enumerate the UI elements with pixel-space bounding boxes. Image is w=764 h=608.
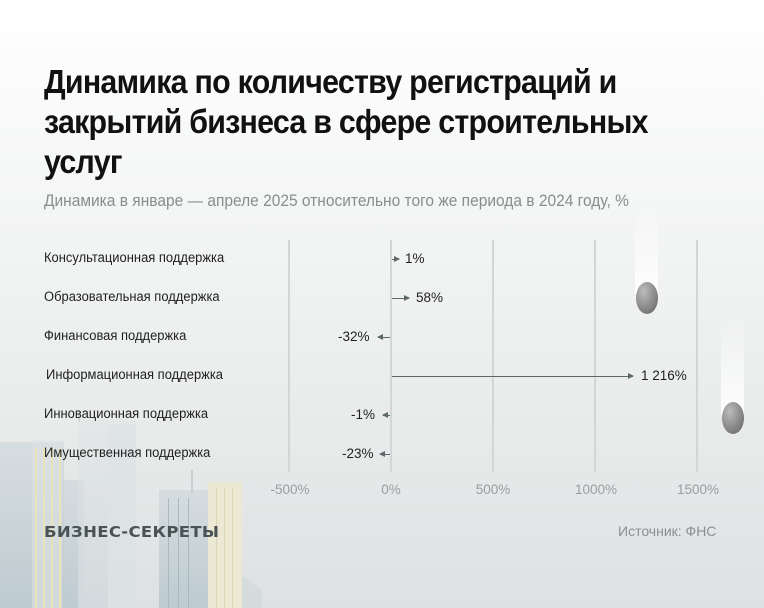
value-label: 1% [405,251,425,266]
value-label: -32% [338,329,370,344]
chart-title: Динамика по количеству регистраций и зак… [44,63,649,180]
arrow-left-icon [379,451,385,457]
category-label: Имущественная поддержка [44,445,211,460]
gridline-1500 [696,240,698,472]
x-tick-label: 0% [381,482,401,497]
gridline-500 [492,240,494,472]
category-label: Информационная поддержка [46,367,223,382]
value-label: 1 216% [641,368,687,383]
arrow-right-icon [404,295,410,301]
x-tick-label: -500% [270,482,310,497]
value-label: -23% [342,446,374,461]
gridline-0 [390,240,392,472]
arrow-bar-education [392,295,410,301]
x-tick-label: 500% [475,482,511,497]
category-label: Образовательная поддержка [44,289,220,304]
value-label: 58% [416,290,444,305]
arrow-left-icon [377,334,383,340]
x-tick-label: 1000% [574,482,618,497]
arrow-right-icon [394,256,400,262]
arrow-left-icon [382,412,388,418]
category-label: Инновационная поддержка [44,406,209,421]
arrow-bar-finance [377,334,390,340]
chart-subtitle: Динамика в январе — апреле 2025 относите… [44,192,629,210]
source-note: Источник: ФНС [618,523,717,539]
gridline-minus-500 [288,240,290,472]
category-label: Консультационная поддержка [44,250,225,265]
arrow-bar-property [379,451,390,457]
brand-logo: БИЗНЕС-СЕКРЕТЫ [44,523,220,541]
arrow-bar-information [392,373,634,379]
category-label: Финансовая поддержка [44,328,187,343]
arrow-bar-innovation [382,412,390,418]
value-label: -1% [351,407,376,422]
x-tick-label: 1500% [676,482,720,497]
arrow-bar-consulting [392,256,400,262]
gridline-1000 [594,240,596,472]
arrow-right-icon [628,373,634,379]
